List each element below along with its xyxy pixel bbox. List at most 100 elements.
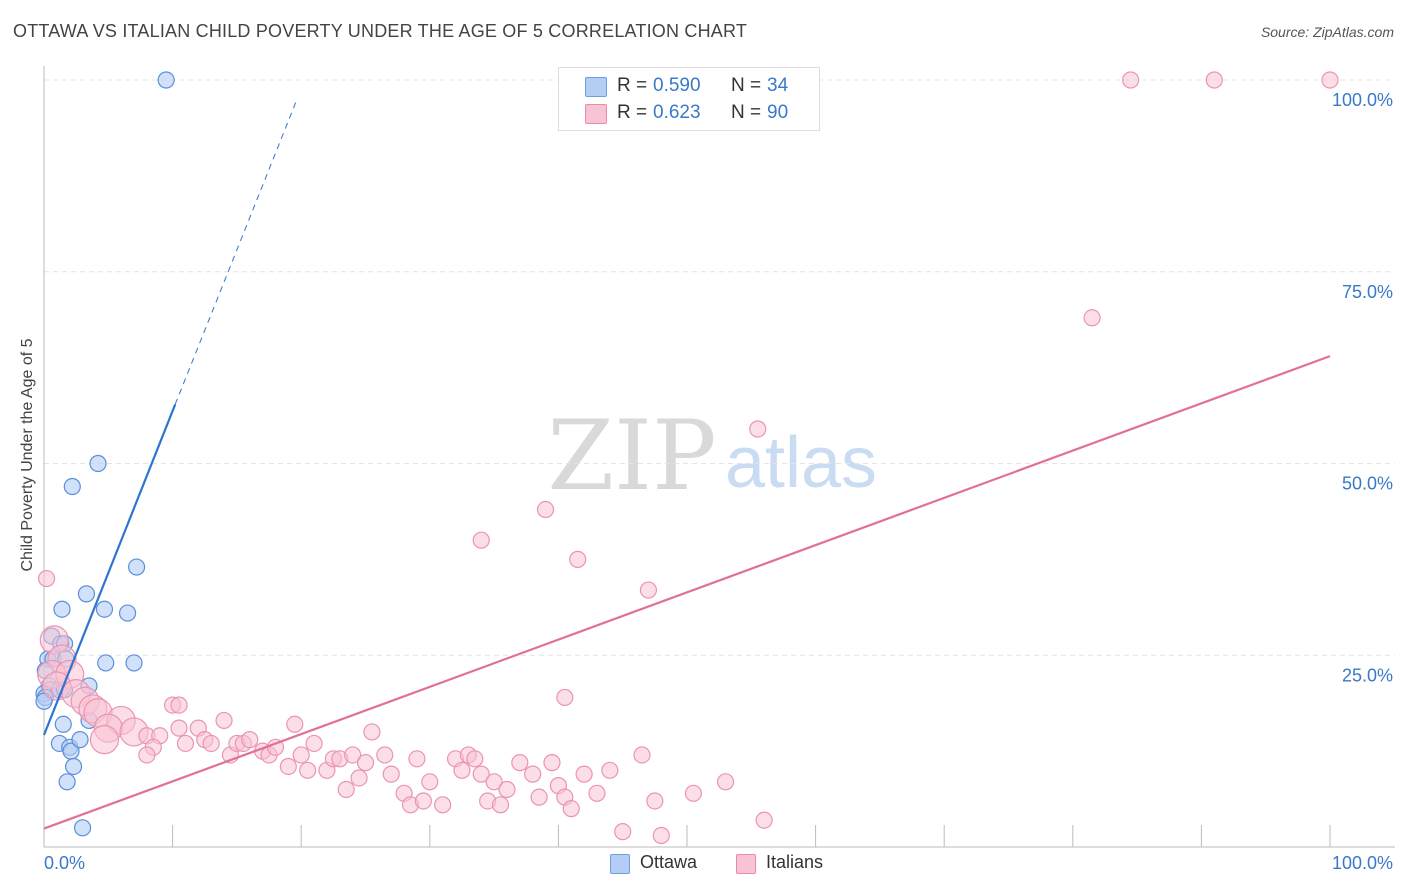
italians-point xyxy=(472,531,490,549)
italians-point xyxy=(684,784,703,802)
italians-point xyxy=(1205,71,1223,89)
italians-point xyxy=(382,765,400,783)
italians-point xyxy=(543,754,561,772)
ottawa-point xyxy=(77,585,96,603)
x-tick-label: 100.0% xyxy=(1332,853,1393,873)
gridlines xyxy=(44,79,1395,656)
italians-point xyxy=(614,823,632,841)
watermark-zip: ZIP xyxy=(547,400,716,512)
italians-point xyxy=(215,711,233,730)
italians-point xyxy=(89,725,120,755)
ottawa-point xyxy=(73,819,92,837)
italians-point xyxy=(434,796,452,814)
italians-legend-label: Italians xyxy=(766,852,824,872)
italians-point xyxy=(556,688,574,707)
italians-point xyxy=(350,769,368,787)
italians-point xyxy=(344,746,362,764)
italians-point xyxy=(170,719,188,737)
italians-trendline xyxy=(43,355,1331,830)
italians-swatch xyxy=(736,854,756,874)
ottawa-n-value: 34 xyxy=(767,75,789,96)
ottawa-point xyxy=(58,773,76,791)
italians-point xyxy=(299,761,317,779)
y-axis-label: Child Poverty Under the Age of 5 xyxy=(19,338,36,572)
italians-swatch xyxy=(585,104,607,124)
italians-point xyxy=(279,757,297,776)
ottawa-point xyxy=(53,600,71,618)
ottawa-point xyxy=(157,71,175,89)
r-label: R = xyxy=(617,75,648,96)
italians-point xyxy=(524,765,542,783)
watermark: ZIP atlas xyxy=(547,400,877,512)
italians-point xyxy=(652,826,670,845)
italians-point xyxy=(176,734,195,753)
ottawa-point xyxy=(95,600,114,618)
y-tick-label: 25.0% xyxy=(1342,665,1393,685)
italians-point xyxy=(530,788,548,806)
italians-point xyxy=(485,773,503,791)
ottawa-point xyxy=(89,454,107,473)
y-tick-label: 75.0% xyxy=(1342,282,1393,302)
italians-point xyxy=(202,734,220,753)
correlation-legend: R = 0.590 N = 34 R = 0.623 N = 90 xyxy=(558,67,820,131)
italians-point xyxy=(472,765,490,783)
italians-point xyxy=(575,765,593,783)
ottawa-trendline xyxy=(42,404,177,736)
italians-point xyxy=(305,734,323,753)
italians-point xyxy=(453,761,471,779)
ottawa-trendline-extension xyxy=(174,98,298,405)
y-tick-label: 50.0% xyxy=(1342,474,1393,494)
italians-point xyxy=(716,773,735,791)
italians-point xyxy=(337,780,355,799)
italians-n-value: 90 xyxy=(767,102,789,123)
italians-point xyxy=(511,754,529,772)
italians-point xyxy=(639,581,658,599)
italians-point xyxy=(292,746,310,764)
italians-r-value: 0.623 xyxy=(653,102,701,123)
italians-point xyxy=(466,750,484,768)
italians-point xyxy=(376,746,394,764)
italians-point xyxy=(414,792,432,810)
ottawa-point xyxy=(97,654,115,672)
italians-point xyxy=(749,420,767,438)
ottawa-swatch xyxy=(585,77,607,97)
ottawa-point xyxy=(71,731,89,749)
n-label: N = xyxy=(731,102,762,123)
y-tick-label: 100.0% xyxy=(1332,90,1393,110)
ottawa-point xyxy=(64,757,83,776)
italians-point xyxy=(491,796,510,814)
r-label: R = xyxy=(617,102,648,123)
italians-point xyxy=(755,811,773,829)
ottawa-point xyxy=(54,715,72,733)
ottawa-swatch xyxy=(610,854,630,874)
trendlines xyxy=(42,98,1331,830)
italians-point xyxy=(138,746,156,764)
italians-point xyxy=(1083,309,1101,327)
italians-point xyxy=(363,723,381,741)
italians-point xyxy=(170,696,188,714)
italians-point xyxy=(1321,71,1339,89)
axes xyxy=(43,66,1395,848)
italians-point xyxy=(536,500,555,519)
n-label: N = xyxy=(731,75,762,96)
italians-point xyxy=(37,569,56,588)
italians-point xyxy=(646,792,664,810)
italians-point xyxy=(498,780,516,799)
italians-point xyxy=(241,731,259,749)
italians-point xyxy=(286,715,304,733)
ottawa-legend-label: Ottawa xyxy=(640,852,698,872)
ottawa-point xyxy=(118,604,137,622)
ottawa-point xyxy=(125,654,143,672)
italians-point xyxy=(562,800,580,818)
italians-points xyxy=(37,71,1339,845)
italians-point xyxy=(421,773,439,791)
italians-point xyxy=(633,746,651,764)
ottawa-point xyxy=(127,558,146,576)
italians-point xyxy=(569,550,587,568)
italians-point xyxy=(601,761,619,779)
italians-point xyxy=(408,750,426,768)
italians-point xyxy=(588,784,606,802)
italians-point xyxy=(1122,71,1140,89)
ottawa-point xyxy=(63,477,81,496)
